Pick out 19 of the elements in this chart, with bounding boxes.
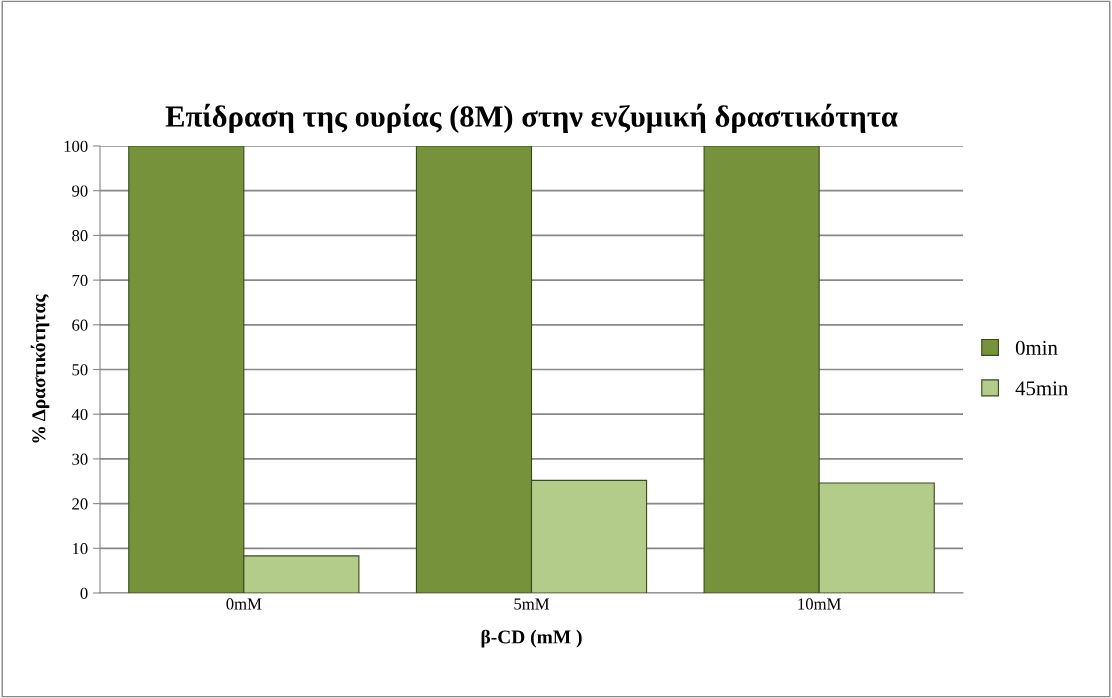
x-tick-label: 10mM: [798, 598, 841, 610]
y-tick-label: 60: [72, 319, 88, 331]
x-tick-label: 0mM: [226, 598, 262, 610]
x-axis-title: β-CD (mM ): [481, 629, 582, 648]
y-tick-label: 90: [72, 185, 88, 197]
y-tick-label: 20: [72, 498, 88, 510]
legend-label: 0min: [1015, 340, 1058, 355]
y-tick-label: 80: [72, 230, 88, 242]
y-tick-label: 30: [72, 453, 88, 465]
chart-title: Επίδραση της ουρίας (8M) στην ενζυμική δραστικότητα: [165, 103, 898, 134]
y-tick-label: 100: [64, 140, 88, 152]
y-tick-label: 10: [72, 543, 88, 555]
y-axis-title: % Δραστικότητας: [30, 294, 50, 443]
y-tick-label: 40: [71, 408, 88, 421]
y-tick-label: 70: [72, 274, 88, 287]
x-tick-label: 5mM: [514, 598, 550, 610]
y-tick-label: 50: [72, 364, 88, 376]
y-tick-label: 0: [80, 587, 88, 599]
legend-label: 45min: [1015, 381, 1069, 396]
